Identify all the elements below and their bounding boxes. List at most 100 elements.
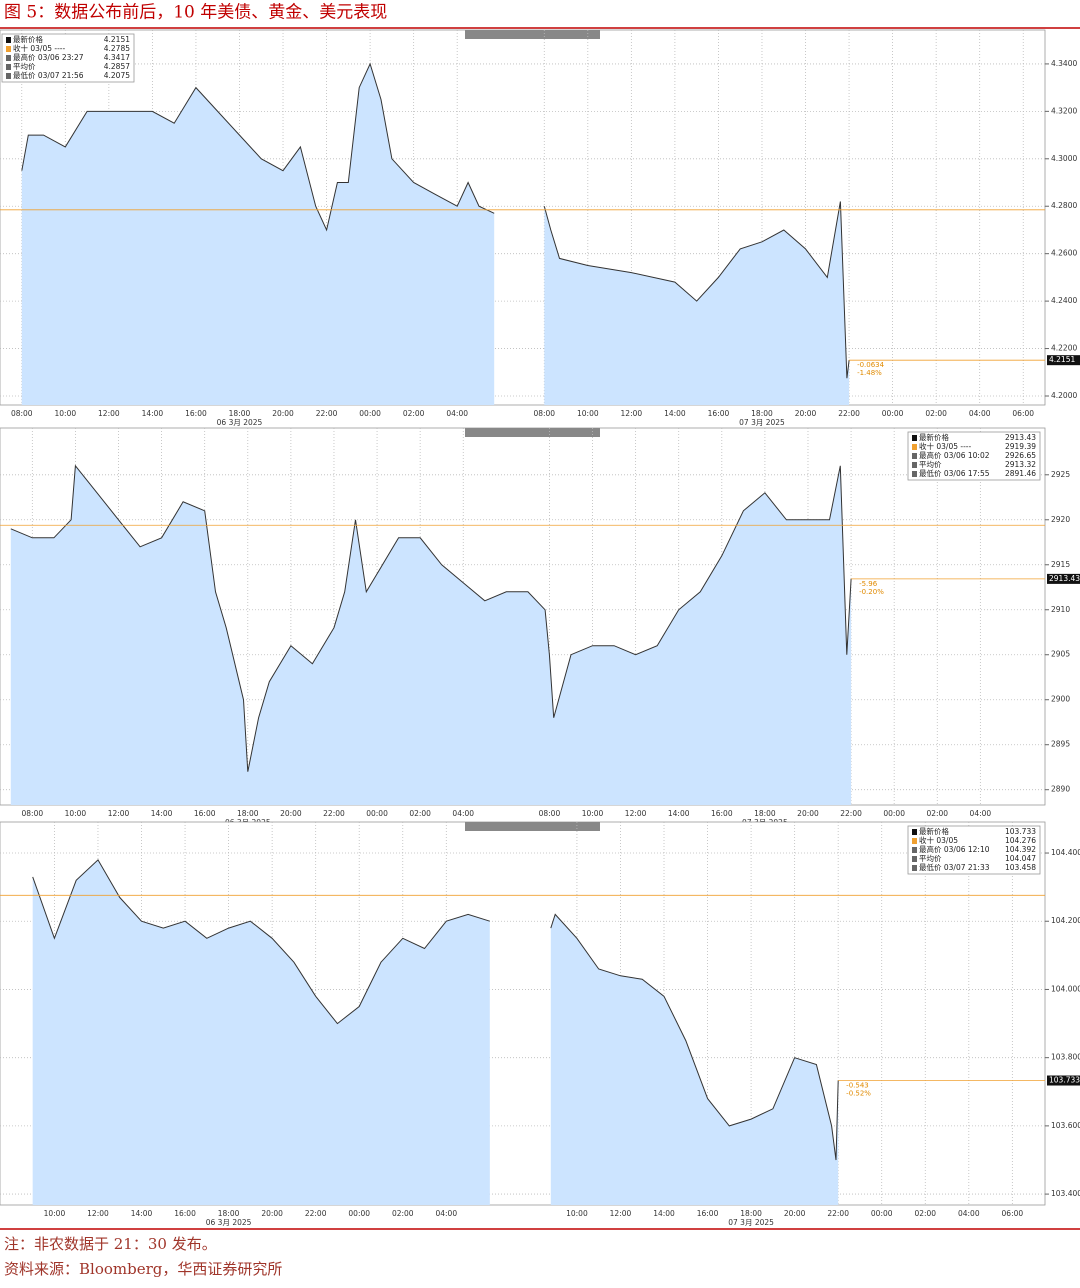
price-line: [10, 464, 852, 772]
change-label: -1.48%: [857, 369, 882, 377]
legend-value: 4.2857: [104, 62, 130, 71]
legend-swatch: [912, 856, 917, 862]
x-tick-label: 16:00: [194, 809, 216, 818]
x-tick-label: 10:00: [55, 409, 77, 418]
y-tick-label: 4.2600: [1051, 249, 1077, 258]
legend-label: 最高价 03/06 10:02: [919, 450, 990, 460]
date-label: 07 3月 2025: [728, 1218, 774, 1227]
x-tick-label: 02:00: [926, 809, 948, 818]
x-tick-label: 02:00: [914, 1209, 936, 1218]
source: 资料来源：Bloomberg，华西证券研究所: [4, 1260, 282, 1278]
x-tick-label: 12:00: [98, 409, 120, 418]
y-tick-label: 4.2800: [1051, 201, 1077, 210]
change-label: -0.0634: [857, 361, 885, 369]
legend-value: 103.733: [1005, 827, 1036, 836]
x-tick-label: 00:00: [366, 809, 388, 818]
x-tick-label: 02:00: [409, 809, 431, 818]
x-tick-label: 10:00: [582, 809, 604, 818]
legend-swatch: [6, 73, 11, 79]
y-tick-label: 2920: [1051, 515, 1070, 524]
x-tick-label: 04:00: [452, 809, 474, 818]
y-tick-label: 104.000: [1051, 984, 1080, 993]
y-tick-label: 4.3200: [1051, 106, 1077, 115]
legend-value: 104.392: [1005, 845, 1036, 854]
x-tick-label: 20:00: [795, 409, 817, 418]
x-tick-label: 16:00: [697, 1209, 719, 1218]
price-line: [543, 201, 850, 379]
x-tick-label: 18:00: [218, 1209, 240, 1218]
legend: [907, 431, 1041, 481]
legend-label: 最新价格: [919, 826, 949, 836]
legend-value: 103.458: [1005, 863, 1036, 872]
y-tick-label: 2925: [1051, 470, 1070, 479]
note: 注：非农数据于 21：30 发布。: [4, 1235, 217, 1253]
x-tick-label: 16:00: [185, 409, 207, 418]
x-tick-label: 14:00: [653, 1209, 675, 1218]
x-tick-label: 02:00: [925, 409, 947, 418]
x-tick-label: 22:00: [323, 809, 345, 818]
x-tick-label: 22:00: [838, 409, 860, 418]
area: [550, 914, 839, 1205]
y-tick-label: 4.2200: [1051, 344, 1077, 353]
x-tick-label: 14:00: [668, 809, 690, 818]
legend: [1, 33, 135, 83]
legend-value: 4.2151: [104, 35, 130, 44]
x-tick-label: 20:00: [784, 1209, 806, 1218]
area: [10, 465, 852, 805]
x-tick-label: 04:00: [969, 409, 991, 418]
x-tick-label: 00:00: [871, 1209, 893, 1218]
legend-swatch: [912, 444, 917, 450]
legend-value: 2919.39: [1005, 442, 1036, 451]
x-tick-label: 00:00: [883, 809, 905, 818]
x-tick-label: 20:00: [261, 1209, 283, 1218]
x-tick-label: 20:00: [797, 809, 819, 818]
legend-swatch: [912, 435, 917, 441]
x-tick-label: 00:00: [348, 1209, 370, 1218]
legend-label: 最高价 03/06 12:10: [919, 844, 990, 854]
x-tick-label: 12:00: [610, 1209, 632, 1218]
legend-label: 最新价格: [919, 432, 949, 442]
x-tick-label: 12:00: [87, 1209, 109, 1218]
x-tick-label: 10:00: [566, 1209, 588, 1218]
legend-label: 平均价: [13, 61, 36, 71]
y-tick-label: 104.400: [1051, 848, 1080, 857]
y-tick-label: 2890: [1051, 785, 1070, 794]
x-tick-label: 16:00: [711, 809, 733, 818]
y-tick-label: 4.2000: [1051, 391, 1077, 400]
legend-swatch: [912, 838, 917, 844]
toolbar: [465, 822, 600, 831]
x-tick-label: 14:00: [142, 409, 164, 418]
legend-value: 2913.43: [1005, 433, 1036, 442]
x-tick-label: 02:00: [392, 1209, 414, 1218]
x-tick-label: 08:00: [11, 409, 33, 418]
date-label: 06 3月 2025: [206, 1218, 252, 1227]
y-tick-label: 4.3000: [1051, 154, 1077, 163]
y-tick-label: 103.400: [1051, 1189, 1080, 1198]
legend-swatch: [912, 829, 917, 835]
x-tick-label: 22:00: [827, 1209, 849, 1218]
last-box: [1047, 573, 1080, 584]
legend-label: 收十 03/05: [919, 835, 958, 845]
y-tick-label: 2895: [1051, 740, 1070, 749]
change-label: -0.20%: [859, 588, 884, 596]
x-tick-label: 10:00: [577, 409, 599, 418]
legend-label: 收十 03/05 ----: [13, 43, 66, 53]
change-label: -5.96: [859, 580, 878, 588]
change-label: -0.52%: [846, 1090, 871, 1098]
legend-swatch: [6, 64, 11, 70]
change-label: -0.543: [846, 1082, 869, 1090]
x-tick-label: 14:00: [131, 1209, 153, 1218]
last-value: 103.733: [1049, 1076, 1080, 1085]
x-tick-label: 18:00: [754, 809, 776, 818]
x-tick-label: 00:00: [882, 409, 904, 418]
legend-value: 4.3417: [104, 53, 130, 62]
x-tick-label: 06:00: [1012, 409, 1034, 418]
legend-label: 收十 03/05 ----: [919, 441, 972, 451]
x-tick-label: 22:00: [305, 1209, 327, 1218]
legend-value: 104.047: [1005, 854, 1036, 863]
toolbar: [465, 30, 600, 39]
legend-swatch: [6, 37, 11, 43]
x-tick-label: 04:00: [446, 409, 468, 418]
price-line: [21, 62, 495, 232]
